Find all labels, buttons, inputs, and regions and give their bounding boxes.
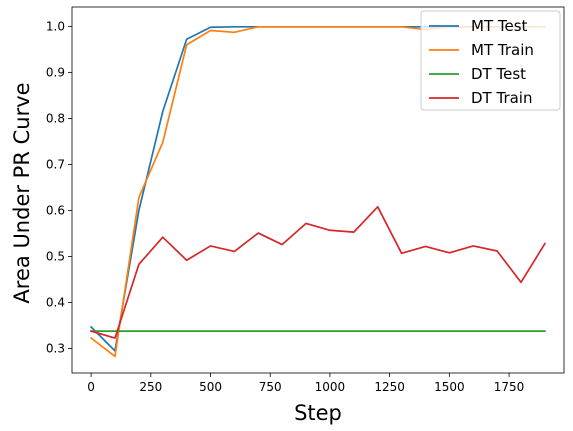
legend-label-mt-train: MT Train xyxy=(471,41,534,59)
x-tick-label: 500 xyxy=(199,380,222,394)
x-tick-label: 1750 xyxy=(494,380,525,394)
x-axis-label: Step xyxy=(294,401,342,425)
y-tick-label: 0.7 xyxy=(46,157,65,171)
legend-label-mt-test: MT Test xyxy=(471,17,528,35)
x-tick-label: 1000 xyxy=(315,380,346,394)
x-tick-label: 250 xyxy=(139,380,162,394)
y-tick-label: 0.8 xyxy=(46,111,65,125)
legend-label-dt-train: DT Train xyxy=(471,89,532,107)
y-tick-label: 0.6 xyxy=(46,203,65,217)
x-tick-label: 0 xyxy=(87,380,95,394)
y-tick-label: 0.9 xyxy=(46,65,65,79)
y-axis-label: Area Under PR Curve xyxy=(10,82,34,303)
y-tick-label: 0.3 xyxy=(46,342,65,356)
x-tick-label: 1250 xyxy=(374,380,405,394)
y-tick-label: 1.0 xyxy=(46,19,65,33)
legend-box xyxy=(420,10,561,111)
legend-label-dt-test: DT Test xyxy=(471,65,526,83)
plot-frame xyxy=(71,6,565,374)
x-tick-label: 1500 xyxy=(434,380,465,394)
series-line-dt-train xyxy=(90,205,547,339)
y-tick-label: 0.5 xyxy=(46,250,65,264)
y-tick-label: 0.4 xyxy=(46,296,65,310)
x-tick-label: 750 xyxy=(259,380,282,394)
plot-area: 0 250 500 750 1000 1250 1500 1750 0.3 0.4 0.5 0.6 0.… xyxy=(46,6,565,394)
